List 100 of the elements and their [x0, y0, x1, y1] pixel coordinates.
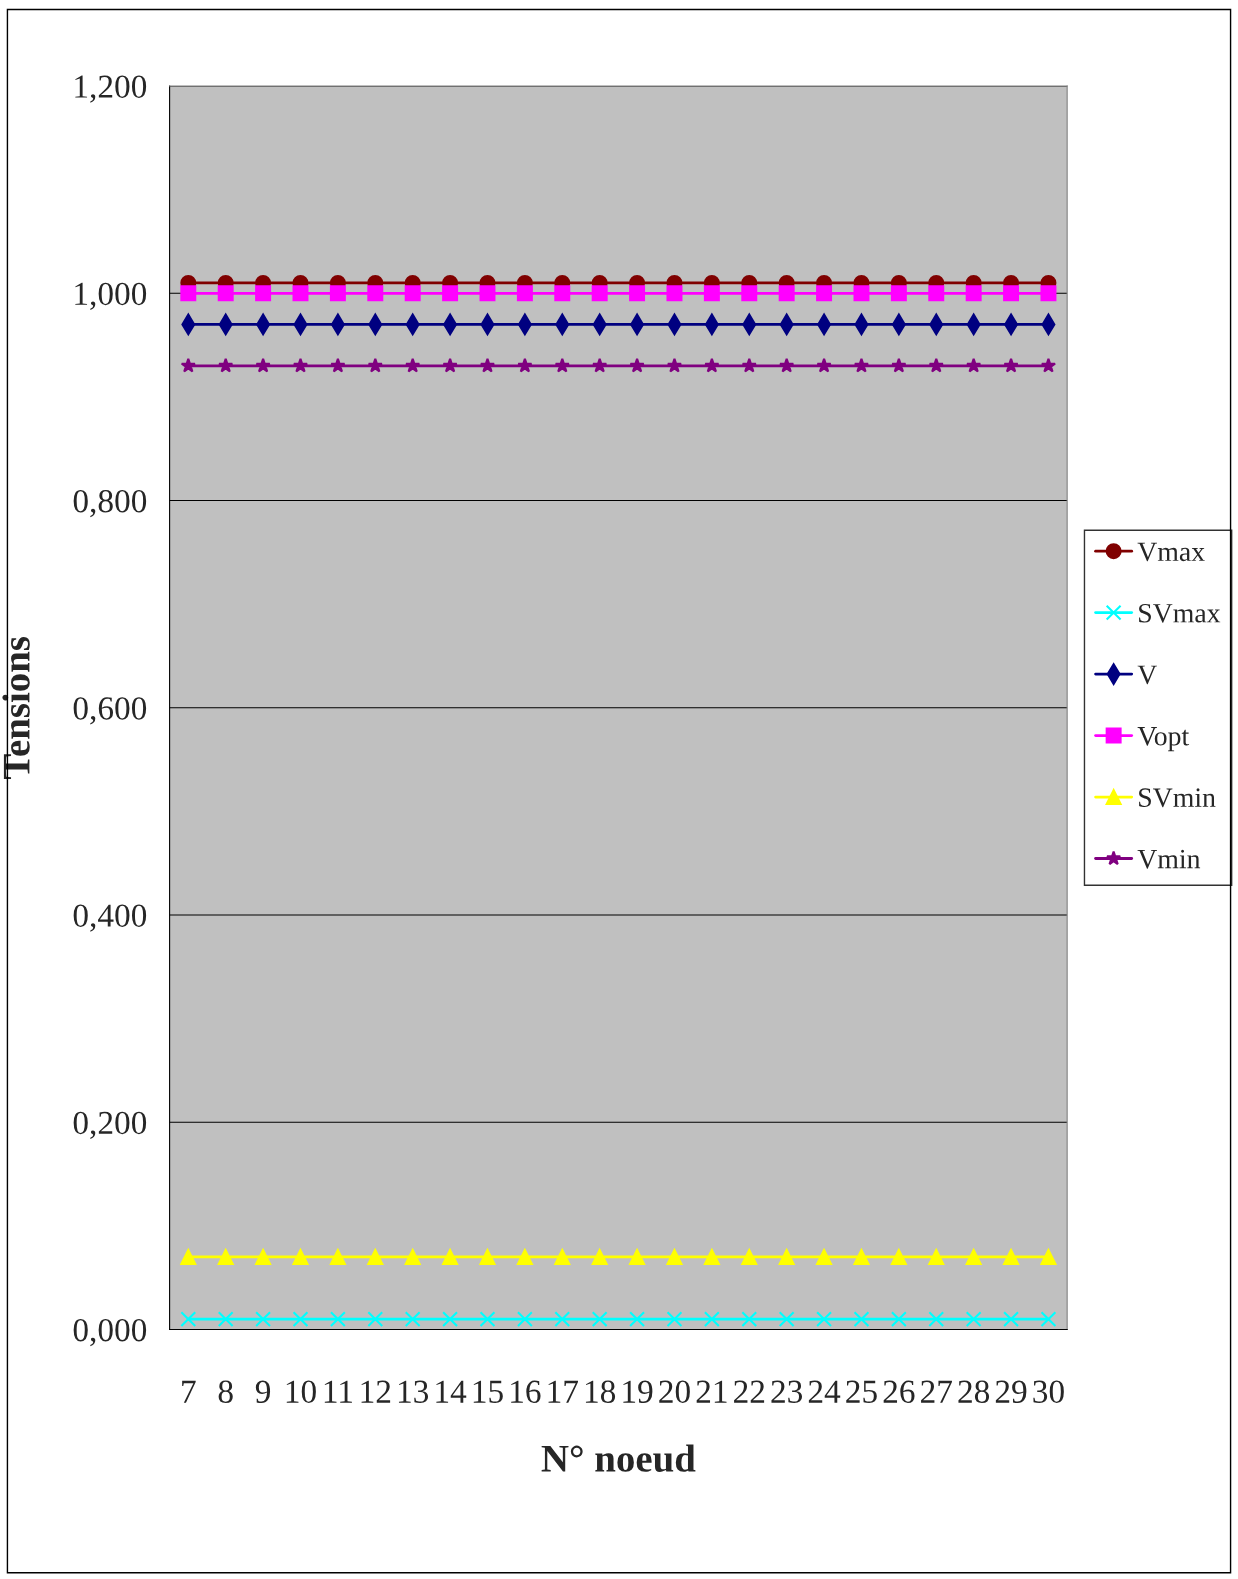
y-tick-label: 1,200 — [75, 75, 147, 103]
point — [367, 357, 383, 373]
point — [928, 1311, 945, 1328]
y-tick-label: 0,200 — [73, 1111, 147, 1139]
x-tick-label: 14 — [436, 1380, 467, 1403]
point — [778, 1249, 795, 1265]
point — [329, 1249, 346, 1265]
point — [516, 285, 533, 302]
point — [404, 1249, 421, 1265]
y-tick-label: 0,000 — [73, 1318, 147, 1347]
point — [367, 1311, 384, 1328]
point — [928, 1249, 945, 1265]
point — [217, 1249, 234, 1265]
point — [180, 1311, 197, 1328]
point — [180, 357, 196, 373]
point — [629, 1249, 646, 1265]
point — [592, 357, 608, 373]
x-tick-label: 19 — [623, 1380, 653, 1403]
point — [1040, 1311, 1057, 1328]
point — [292, 1249, 309, 1265]
point — [816, 285, 833, 302]
point — [966, 357, 982, 373]
x-tick-label: 7 — [182, 1380, 196, 1403]
x-tick-label: 22 — [734, 1380, 765, 1403]
point — [890, 285, 907, 302]
point — [255, 285, 272, 302]
point — [741, 285, 758, 302]
y-tick-label: 0,800 — [73, 489, 147, 518]
point — [329, 285, 346, 302]
point — [703, 1249, 720, 1265]
x-tick-label: 8 — [218, 1380, 233, 1403]
point — [404, 1311, 421, 1328]
point — [591, 1249, 608, 1265]
point — [1003, 285, 1020, 302]
point — [442, 285, 459, 302]
point — [666, 357, 683, 373]
point — [217, 1311, 234, 1328]
point — [404, 285, 421, 302]
point — [554, 357, 570, 373]
point — [778, 285, 795, 302]
point — [442, 1249, 459, 1265]
point — [292, 357, 309, 373]
point — [965, 285, 982, 302]
x-tick-label: 10 — [286, 1380, 316, 1403]
point — [1003, 1249, 1020, 1265]
y-axis-title: Tensions — [2, 637, 30, 779]
x-tick-label: 21 — [696, 1380, 727, 1403]
x-tick-label: 27 — [921, 1380, 952, 1403]
point — [255, 1311, 272, 1328]
point — [779, 357, 795, 373]
point — [255, 357, 271, 373]
point — [629, 1311, 646, 1328]
point — [890, 1311, 907, 1328]
point — [741, 1311, 758, 1328]
x-tick-label: 15 — [473, 1380, 503, 1403]
point — [591, 285, 608, 302]
y-tick-label: 0,400 — [73, 904, 147, 932]
point — [666, 285, 683, 302]
x-tick-label: 9 — [255, 1380, 271, 1403]
point — [965, 1249, 982, 1265]
legend-label: Vopt — [1137, 727, 1190, 752]
legend-label: SVmax — [1139, 603, 1221, 623]
y-tick-label: 0,600 — [73, 697, 147, 725]
point — [1003, 1311, 1020, 1328]
point — [554, 1311, 571, 1328]
point — [928, 285, 945, 302]
point — [629, 357, 645, 373]
point — [891, 357, 907, 373]
point — [479, 1249, 496, 1265]
point — [517, 357, 533, 373]
point — [405, 357, 421, 373]
point — [329, 1311, 346, 1328]
point — [853, 285, 870, 302]
point — [890, 1249, 907, 1265]
point — [591, 1311, 608, 1328]
point — [442, 1311, 459, 1328]
point — [704, 357, 720, 373]
point — [479, 357, 496, 373]
x-tick-label: 28 — [958, 1380, 990, 1403]
point — [217, 285, 234, 302]
point — [741, 1249, 758, 1265]
point — [367, 285, 384, 302]
point — [180, 285, 197, 302]
point — [816, 1249, 833, 1265]
point — [516, 1249, 533, 1265]
point — [816, 1311, 833, 1328]
point — [741, 357, 757, 373]
x-tick-label: 18 — [585, 1380, 616, 1403]
legend-label: Vmax — [1137, 542, 1205, 562]
point — [853, 357, 870, 373]
point — [1040, 1249, 1057, 1265]
point — [516, 1311, 533, 1328]
point — [218, 357, 234, 373]
x-tick-label: 13 — [398, 1380, 429, 1403]
x-tick-label: 29 — [995, 1380, 1027, 1403]
point — [666, 1249, 683, 1265]
legend-label: V — [1137, 665, 1157, 685]
legend-label: SVmin — [1139, 788, 1216, 808]
x-axis-title: N° noeud — [541, 1444, 696, 1472]
point — [1040, 357, 1057, 373]
